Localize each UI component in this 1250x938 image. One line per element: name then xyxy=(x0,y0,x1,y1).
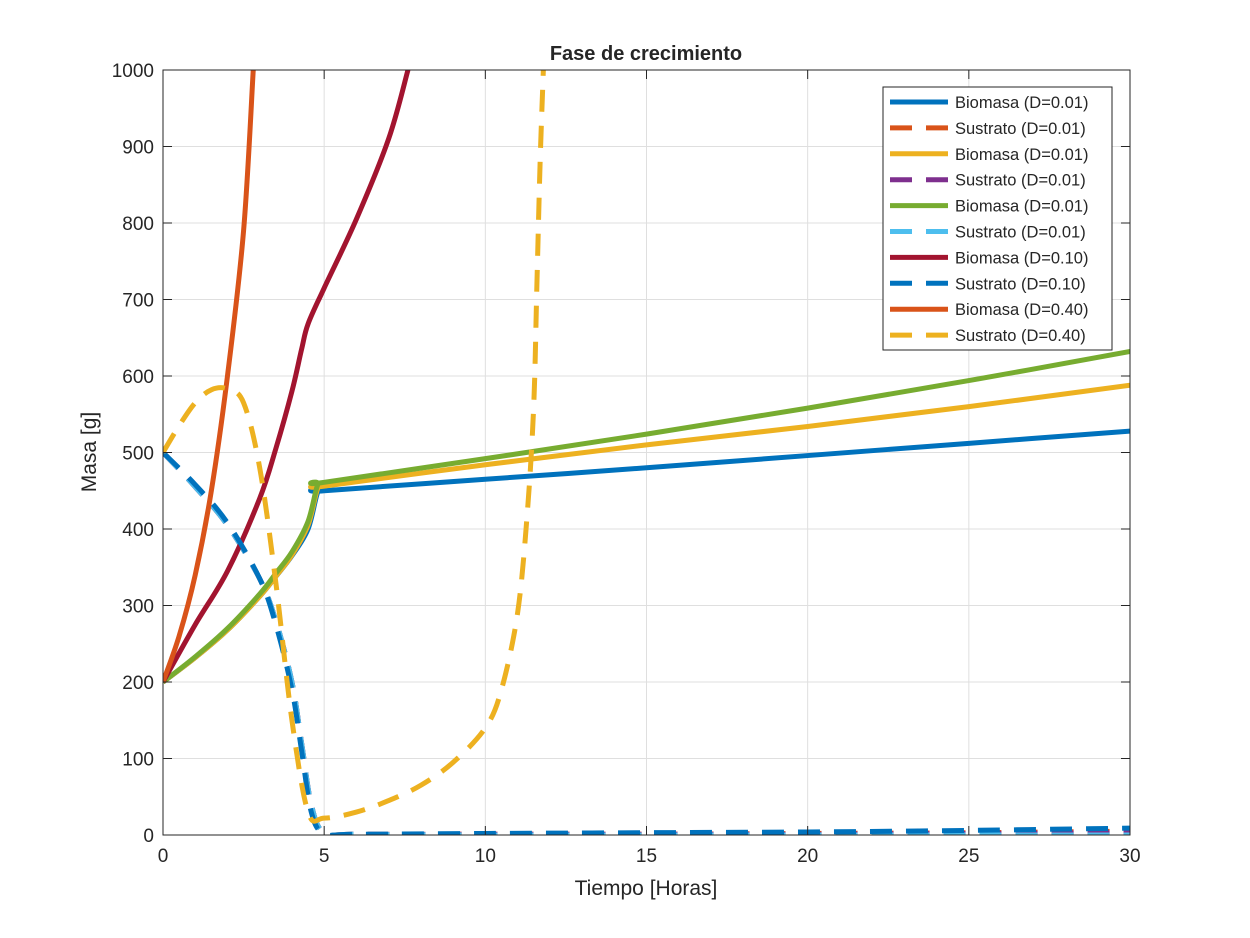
legend-label: Sustrato (D=0.01) xyxy=(955,120,1086,138)
ticks xyxy=(162,69,1131,836)
x-tick-label: 10 xyxy=(475,846,496,867)
y-tick-label: 1000 xyxy=(112,61,154,82)
legend-box xyxy=(882,86,1113,351)
legend-label: Sustrato (D=0.01) xyxy=(955,172,1086,190)
legend-label: Biomasa (D=0.01) xyxy=(955,94,1088,112)
series-line-9 xyxy=(163,70,546,824)
series-line-6 xyxy=(163,70,411,684)
y-axis-label: Masa [g] xyxy=(78,412,101,493)
legend-label: Biomasa (D=0.01) xyxy=(955,146,1088,164)
legend-label: Biomasa (D=0.10) xyxy=(955,249,1088,267)
y-tick-label: 900 xyxy=(122,138,154,159)
y-tick-label: 200 xyxy=(122,673,154,694)
y-tick-label: 100 xyxy=(122,750,154,771)
series-line-8 xyxy=(163,70,256,683)
series-layer xyxy=(163,70,1130,835)
series-line-4 xyxy=(163,349,1130,684)
series-line-7 xyxy=(163,450,1130,835)
x-axis-label: Tiempo [Horas] xyxy=(575,877,718,900)
legend-label: Sustrato (D=0.10) xyxy=(955,275,1086,293)
x-tick-label: 25 xyxy=(958,846,979,867)
legend-label: Sustrato (D=0.40) xyxy=(955,327,1086,345)
tick-labels: 0 5 10 15 20 25 300100200300400500600700800900… xyxy=(112,61,1141,867)
chart-title: Fase de crecimiento xyxy=(550,43,742,65)
legend-label: Biomasa (D=0.01) xyxy=(955,198,1088,216)
x-tick-label: 5 xyxy=(319,846,330,867)
y-tick-label: 800 xyxy=(122,214,154,235)
legend-label: Biomasa (D=0.40) xyxy=(955,301,1088,319)
y-tick-label: 700 xyxy=(122,291,154,312)
y-tick-label: 0 xyxy=(143,826,154,847)
x-tick-label: 30 xyxy=(1119,846,1140,867)
x-tick-label: 0 xyxy=(158,846,169,867)
x-tick-label: 20 xyxy=(797,846,818,867)
y-tick-label: 300 xyxy=(122,597,154,618)
x-tick-label: 15 xyxy=(636,846,657,867)
legend: Biomasa (D=0.01) Sustrato (D=0.01) Biomasa… xyxy=(882,86,1113,351)
y-tick-label: 600 xyxy=(122,367,154,388)
y-tick-label: 400 xyxy=(122,520,154,541)
legend-label: Sustrato (D=0.01) xyxy=(955,224,1086,242)
y-tick-label: 500 xyxy=(122,444,154,465)
